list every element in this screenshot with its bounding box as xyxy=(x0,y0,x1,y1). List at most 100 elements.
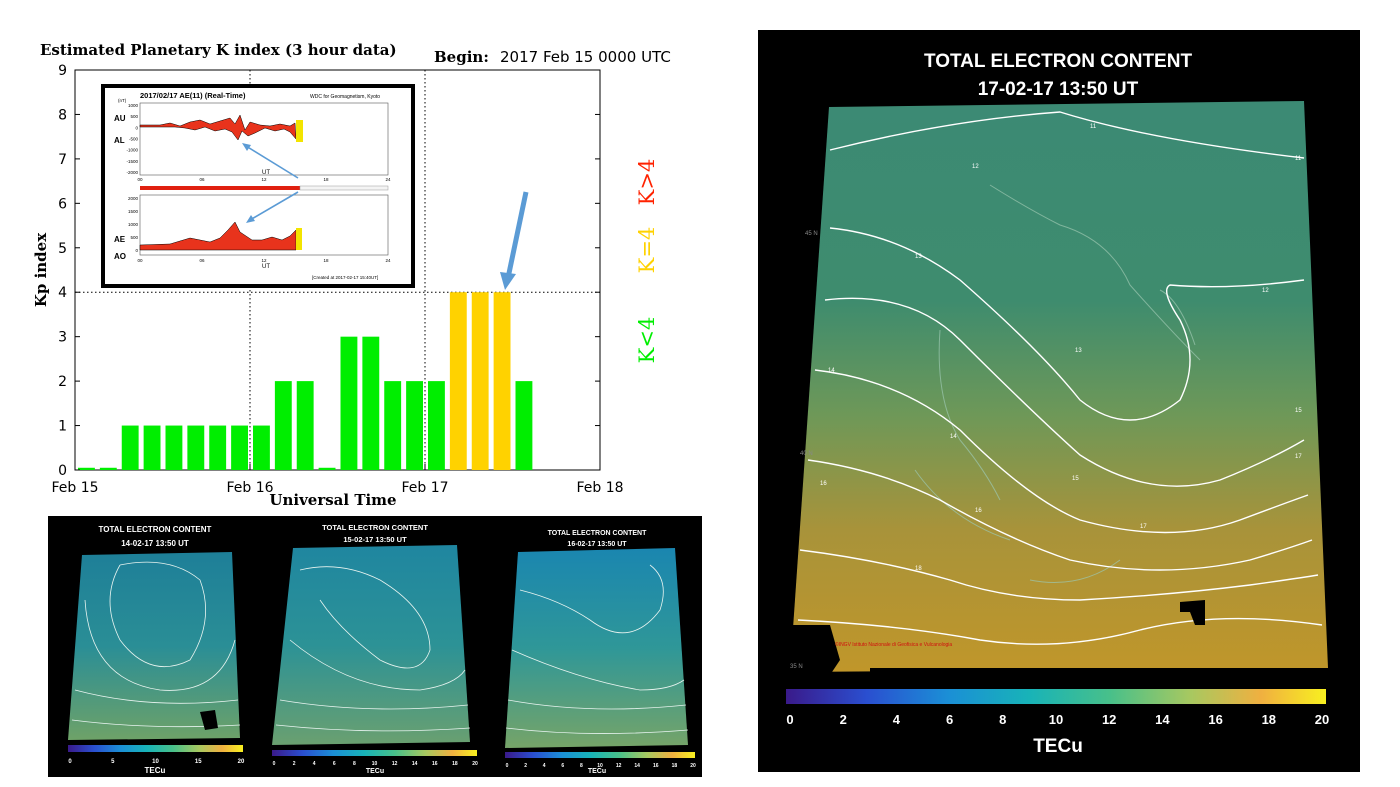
kp-bar xyxy=(187,425,205,470)
ae-panel-1-x-label: UT xyxy=(262,170,270,176)
tec-small-2-colorbar-ticks: 0 2 4 6 8 10 12 14 16 18 20 xyxy=(273,761,478,767)
ae-y-tick-label: 500 xyxy=(130,114,138,119)
highlight-arrow xyxy=(505,191,529,279)
kp-bar xyxy=(78,467,95,470)
ae-inset: 2017/02/17 AE(11) (Real-Time) WDC for Ge… xyxy=(101,84,415,288)
ae-panel-2-x-label: UT xyxy=(262,264,270,270)
tec-contour-label: 14 xyxy=(950,434,957,440)
kp-bar xyxy=(231,425,248,470)
tec-small-1-map xyxy=(68,552,240,740)
ae-y-tick-label: -500 xyxy=(129,137,139,142)
ae-panel-2-y-ticks: 2000 1500 1000 500 0 xyxy=(128,196,139,253)
tec-colorbar-tick: 8 xyxy=(353,761,356,767)
ae-x-tick-label: 06 xyxy=(199,258,205,263)
ae-y-tick-label: 1000 xyxy=(128,222,139,227)
ae-timeline-remaining xyxy=(299,185,389,191)
ae-y-tick-label: -1500 xyxy=(126,159,138,164)
ae-pointer-arrow-1-head xyxy=(242,143,251,151)
tec-contour-label: 17 xyxy=(1140,524,1147,530)
tec-main-mask-island xyxy=(1180,600,1205,625)
tec-colorbar-tick: 0 xyxy=(273,761,276,767)
tec-colorbar-tick: 20 xyxy=(238,759,245,765)
tec-colorbar-tick: 12 xyxy=(616,763,622,769)
tec-colorbar-tick: 16 xyxy=(653,763,659,769)
ae-x-tick-label: 18 xyxy=(323,177,329,182)
tec-contour-label: 11 xyxy=(1090,124,1097,130)
kp-y-axis-label: Kp index xyxy=(32,232,50,307)
ae-pointer-arrow-2-head xyxy=(246,215,255,223)
tec-contour-label: 14 xyxy=(828,368,835,374)
tec-contour-label: 15 xyxy=(1295,408,1302,414)
ae-timeline-elapsed xyxy=(140,186,300,190)
tec-main-unit: TECu xyxy=(1033,736,1083,757)
kp-y-tick-label: 1 xyxy=(58,419,67,435)
ae-y-tick-label: -1000 xyxy=(126,148,138,153)
tec-colorbar-tick: 14 xyxy=(412,761,418,767)
tec-contour-label: 12 xyxy=(972,164,979,170)
ae-pointer-arrow-2 xyxy=(249,191,299,221)
kp-y-tick-label: 0 xyxy=(58,463,67,479)
tec-small-3-map xyxy=(505,548,688,748)
kp-x-tick-label: Feb 16 xyxy=(226,480,273,496)
ae-x-tick-label: 00 xyxy=(137,177,143,182)
kp-x-axis-label: Universal Time xyxy=(269,491,396,509)
kp-x-tick-label: Feb 18 xyxy=(576,480,623,496)
tec-colorbar-tick: 10 xyxy=(1049,712,1063,727)
legend-k-lt-4: K<4 xyxy=(635,317,659,364)
tec-colorbar-tick: 8 xyxy=(580,763,583,769)
tec-colorbar-tick: 18 xyxy=(452,761,458,767)
tec-small-1-subtitle: 14-02-17 13:50 UT xyxy=(121,539,189,548)
ae-y-tick-label: -2000 xyxy=(126,170,138,175)
kp-bar xyxy=(165,425,183,470)
tec-colorbar-tick: 18 xyxy=(672,763,678,769)
tec-colorbar-tick: 0 xyxy=(786,712,793,727)
kp-bar xyxy=(340,336,358,470)
tec-colorbar-tick: 12 xyxy=(1102,712,1116,727)
ae-x-tick-label: 12 xyxy=(261,177,267,182)
kp-bar xyxy=(253,425,270,470)
tec-main-colorbar xyxy=(786,689,1326,704)
tec-colorbar-tick: 2 xyxy=(524,763,527,769)
kp-y-tick-label: 2 xyxy=(58,374,67,390)
tec-main-contour-labels: 11 11 12 12 13 13 14 14 15 15 16 16 17 17 18 xyxy=(820,124,1302,572)
tec-small-3-unit: TECu xyxy=(588,768,606,775)
ae-ae-ao-recent xyxy=(296,228,302,250)
tec-colorbar-tick: 6 xyxy=(946,712,953,727)
tec-main-lat-35: 35 N xyxy=(790,664,803,670)
kp-bar xyxy=(493,292,511,470)
kp-bars xyxy=(78,292,533,470)
ae-pointer-arrow-1 xyxy=(245,145,299,179)
kp-x-tick-label: Feb 17 xyxy=(401,480,448,496)
ae-panel-1-x-ticks: 00 06 12 18 24 xyxy=(137,177,391,182)
tec-colorbar-tick: 14 xyxy=(1155,712,1170,727)
tec-small-1-mask xyxy=(200,710,218,730)
ae-inset-title: 2017/02/17 AE(11) (Real-Time) xyxy=(140,91,246,100)
ae-panel-2 xyxy=(139,194,389,256)
ae-series-au: AU xyxy=(114,114,126,123)
tec-contour-label: 17 xyxy=(1295,454,1302,460)
tec-main-lat-40: 40 N xyxy=(800,451,813,457)
kp-bar xyxy=(99,467,117,470)
tec-colorbar-tick: 15 xyxy=(195,759,202,765)
tec-small-3-colorbar xyxy=(505,752,695,758)
tec-contour-label: 16 xyxy=(975,508,982,514)
tec-small-map-1: TOTAL ELECTRON CONTENT 14-02-17 13:50 UT… xyxy=(68,525,245,775)
tec-colorbar-tick: 10 xyxy=(152,759,159,765)
tec-small-2-title: TOTAL ELECTRON CONTENT xyxy=(322,523,428,532)
ae-series-ao: AO xyxy=(114,252,126,261)
kp-bar xyxy=(515,381,533,470)
ae-x-tick-label: 18 xyxy=(323,258,329,263)
ae-au-al-recent xyxy=(296,120,303,142)
tec-contour-label: 12 xyxy=(1262,288,1269,294)
legend-k-eq-4: K=4 xyxy=(635,227,659,274)
tec-main-title: TOTAL ELECTRON CONTENT xyxy=(924,51,1193,72)
kp-bar xyxy=(362,336,380,470)
ae-y-tick-label: 1500 xyxy=(128,209,139,214)
kp-bar xyxy=(406,381,423,470)
kp-bar xyxy=(449,292,467,470)
kp-y-tick-label: 7 xyxy=(58,152,67,168)
tec-colorbar-tick: 6 xyxy=(561,763,564,769)
tec-colorbar-tick: 2 xyxy=(293,761,296,767)
